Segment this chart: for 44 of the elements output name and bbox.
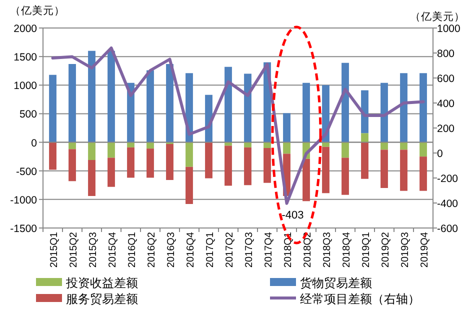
y-tick-label: 2000: [14, 23, 38, 35]
x-tick-label: 2018Q1: [282, 232, 294, 268]
y-tick-label: -500: [16, 166, 38, 178]
x-tick-label: 2015Q4: [107, 232, 118, 268]
y-tick-label: 0: [31, 137, 38, 150]
data-label: -403: [282, 209, 304, 222]
x-tick-label: 2019Q3: [400, 232, 411, 268]
legend-label: 货物贸易差额: [300, 276, 372, 290]
x-tick-label: 2015Q2: [68, 232, 80, 268]
y-tick-label: -1000: [10, 194, 38, 206]
x-tick-label: 2017Q3: [244, 232, 255, 268]
y-tick-label: 1000: [14, 80, 38, 92]
x-tick-label: 2018Q4: [341, 232, 352, 268]
x-tick-label: 2018Q3: [322, 232, 333, 268]
x-tick-label: 2016Q4: [185, 232, 196, 268]
y2-tick-label: 1000: [437, 23, 461, 35]
y-tick-label: 1500: [14, 52, 38, 64]
y2-tick-label: 400: [437, 98, 455, 110]
y2-tick-label: -400: [437, 198, 458, 210]
y-tick-label: 500: [19, 108, 38, 121]
legend-label: 经常项目差额（右轴）: [300, 292, 420, 306]
x-tick-label: 2016Q2: [146, 232, 158, 268]
y2-tick-label: 600: [437, 73, 455, 85]
y-tick-label: -1500: [10, 223, 38, 235]
y2-tick-label: 0: [437, 148, 443, 160]
x-tick-label: 2015Q1: [48, 232, 60, 268]
legend-label: 投资收益差额: [65, 276, 138, 290]
y2-axis-title: （亿美元）: [410, 10, 465, 23]
x-tick-label: 2019Q1: [360, 232, 372, 268]
y2-tick-label: -200: [437, 173, 458, 185]
x-tick-label: 2019Q2: [380, 232, 392, 268]
y2-tick-label: -600: [437, 223, 458, 235]
y-axis-title: （亿美元）: [10, 4, 65, 17]
legend-label: 服务贸易差额: [66, 292, 138, 306]
x-tick-label: 2018Q2: [302, 232, 314, 268]
x-tick-label: 2019Q4: [419, 232, 430, 268]
x-tick-label: 2017Q4: [263, 232, 274, 268]
x-tick-label: 2017Q2: [224, 232, 236, 268]
x-tick-label: 2015Q3: [88, 232, 99, 268]
x-tick-label: 2016Q1: [126, 232, 138, 268]
x-tick-label: 2016Q3: [166, 232, 177, 268]
y2-tick-label: 800: [437, 48, 455, 60]
y2-tick-label: 200: [437, 123, 455, 135]
x-tick-label: 2017Q1: [204, 232, 216, 268]
